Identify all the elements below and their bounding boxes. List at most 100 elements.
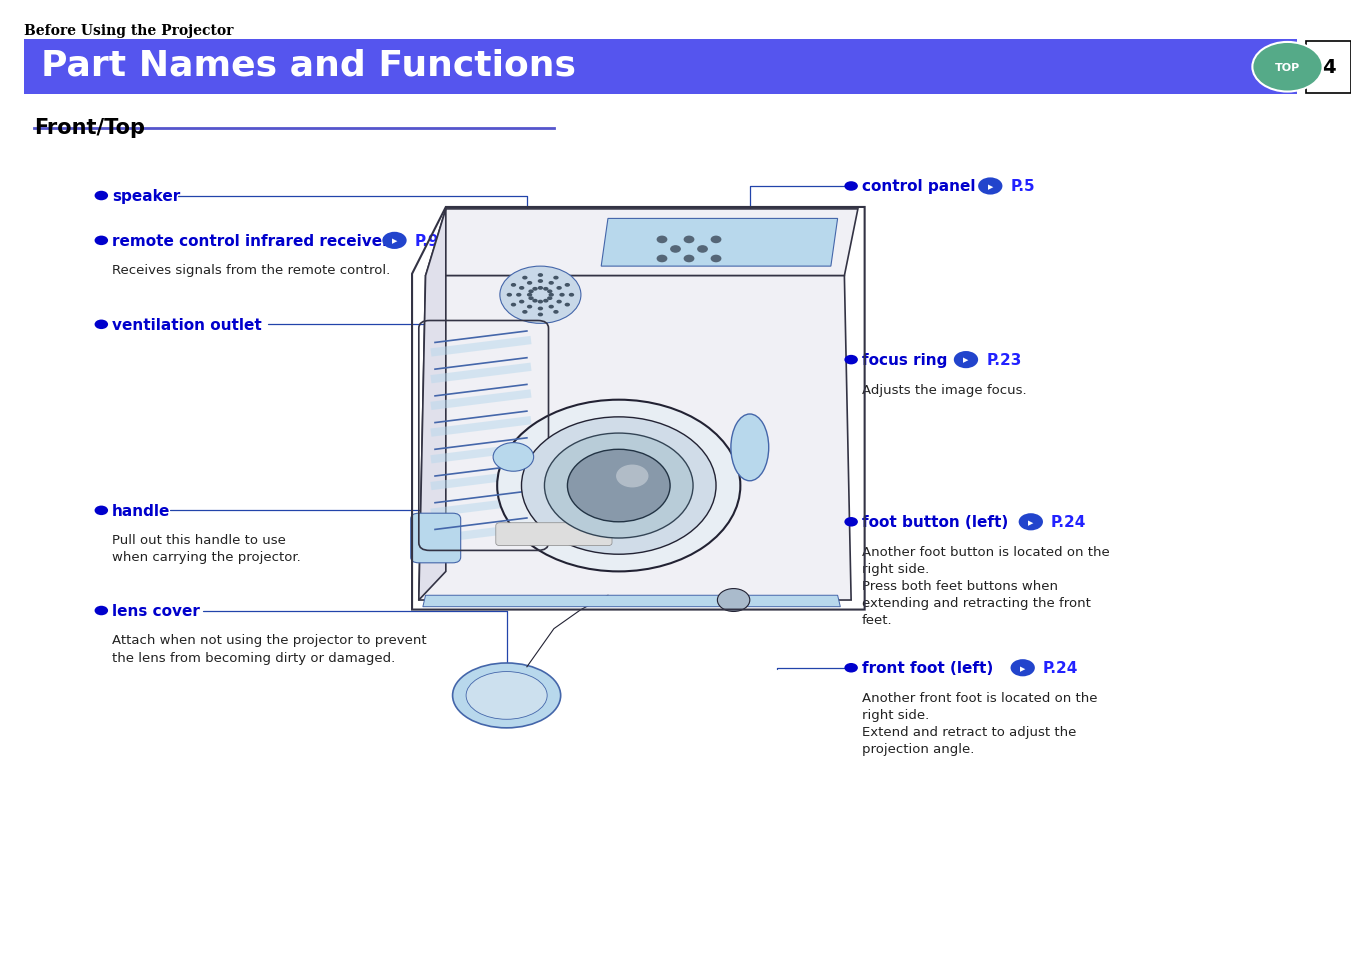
Circle shape [95,236,108,246]
Circle shape [670,246,681,253]
Text: control panel: control panel [862,179,975,194]
Ellipse shape [731,415,769,481]
Circle shape [95,320,108,330]
Text: extending and retracting the front: extending and retracting the front [862,597,1090,610]
Circle shape [844,182,858,192]
Text: feet.: feet. [862,614,893,627]
Circle shape [538,280,543,284]
Text: Another front foot is located on the: Another front foot is located on the [862,691,1097,704]
Circle shape [95,192,108,201]
FancyBboxPatch shape [24,40,1297,95]
Circle shape [538,300,543,304]
Circle shape [519,287,524,291]
Text: projection angle.: projection angle. [862,742,974,756]
Circle shape [544,434,693,538]
Text: Another foot button is located on the: Another foot button is located on the [862,545,1109,558]
Text: P.9: P.9 [415,233,439,249]
Circle shape [1019,514,1043,531]
Circle shape [954,352,978,369]
Circle shape [844,517,858,527]
Circle shape [559,294,565,297]
Circle shape [549,282,554,286]
Circle shape [1011,659,1035,677]
Circle shape [527,294,532,297]
Circle shape [95,506,108,516]
Circle shape [527,282,532,286]
Text: Part Names and Functions: Part Names and Functions [41,49,576,83]
Text: Before Using the Projector: Before Using the Projector [24,24,234,38]
Circle shape [567,450,670,522]
Circle shape [538,314,543,317]
Text: ▶: ▶ [963,357,969,363]
Circle shape [532,299,538,303]
Text: front foot (left): front foot (left) [862,660,993,676]
Polygon shape [419,276,851,600]
Circle shape [538,274,543,277]
Text: P.23: P.23 [986,353,1021,368]
Circle shape [554,276,559,280]
Ellipse shape [466,672,547,720]
Circle shape [549,305,554,309]
Text: P.5: P.5 [1011,179,1035,194]
Text: right side.: right side. [862,708,929,721]
Circle shape [543,288,549,292]
Circle shape [497,400,740,572]
Text: P.24: P.24 [1051,515,1086,530]
Circle shape [543,299,549,303]
Text: 4: 4 [1321,58,1336,77]
Polygon shape [601,219,838,267]
Polygon shape [426,210,858,276]
Circle shape [844,663,858,673]
Circle shape [521,276,528,280]
Text: Receives signals from the remote control.: Receives signals from the remote control… [112,264,390,277]
Text: handle: handle [112,503,170,518]
Circle shape [549,294,554,297]
Circle shape [565,284,570,288]
Text: the lens from becoming dirty or damaged.: the lens from becoming dirty or damaged. [112,651,396,664]
Text: Attach when not using the projector to prevent: Attach when not using the projector to p… [112,634,427,647]
Circle shape [538,307,543,311]
Text: TOP: TOP [1275,63,1300,72]
Circle shape [95,606,108,616]
Text: speaker: speaker [112,189,181,204]
Circle shape [554,311,559,314]
Circle shape [519,300,524,304]
Text: Front/Top: Front/Top [34,118,145,138]
Circle shape [532,288,538,292]
Text: ▶: ▶ [1028,519,1034,525]
Circle shape [527,305,532,309]
Text: lens cover: lens cover [112,603,200,618]
Circle shape [557,300,562,304]
Text: when carrying the projector.: when carrying the projector. [112,551,301,564]
Circle shape [569,294,574,297]
Circle shape [493,443,534,472]
Circle shape [528,297,534,301]
Text: Extend and retract to adjust the: Extend and retract to adjust the [862,725,1077,739]
Circle shape [565,303,570,307]
FancyBboxPatch shape [1306,42,1351,94]
Polygon shape [419,210,446,600]
Circle shape [382,233,407,250]
Circle shape [538,287,543,291]
Circle shape [511,284,516,288]
Ellipse shape [453,663,561,728]
Circle shape [528,290,534,294]
Circle shape [697,246,708,253]
Circle shape [657,236,667,244]
Text: ▶: ▶ [1020,665,1025,671]
Polygon shape [423,596,840,607]
Text: foot button (left): foot button (left) [862,515,1008,530]
Text: Press both feet buttons when: Press both feet buttons when [862,579,1058,593]
Circle shape [1252,43,1323,92]
FancyBboxPatch shape [496,523,612,546]
Circle shape [507,294,512,297]
Circle shape [978,178,1002,195]
Circle shape [717,589,750,612]
Circle shape [557,287,562,291]
Text: P.24: P.24 [1043,660,1078,676]
Circle shape [711,255,721,263]
Circle shape [516,294,521,297]
Text: focus ring: focus ring [862,353,947,368]
Circle shape [684,236,694,244]
Text: Pull out this handle to use: Pull out this handle to use [112,534,286,547]
